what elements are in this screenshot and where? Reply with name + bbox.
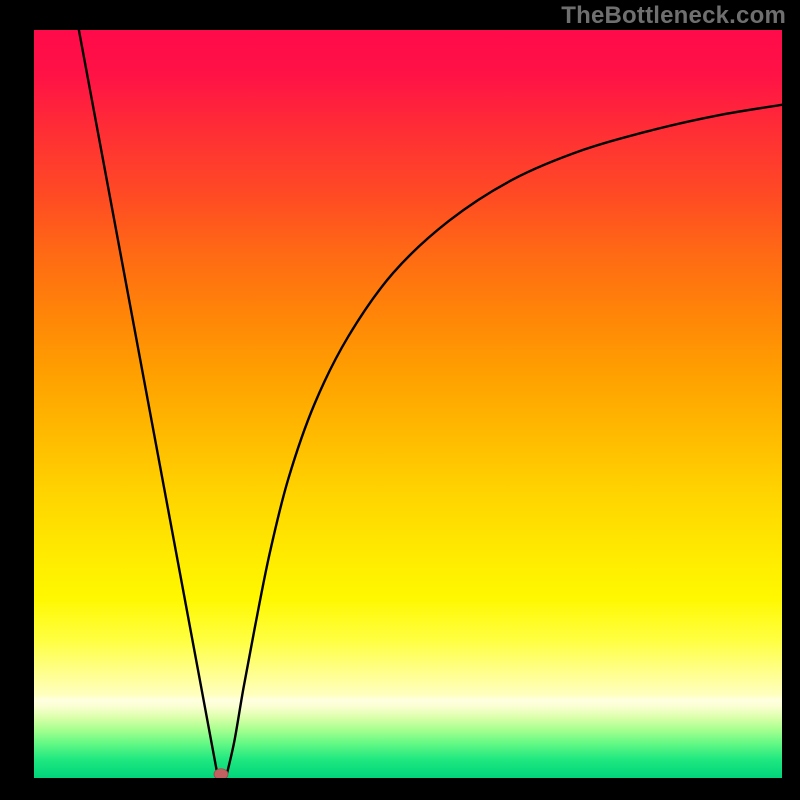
bottleneck-chart — [34, 30, 782, 778]
chart-frame: TheBottleneck.com — [0, 0, 800, 800]
optimal-point-marker — [214, 769, 228, 778]
plot-background — [34, 30, 782, 778]
watermark-text: TheBottleneck.com — [561, 2, 786, 30]
